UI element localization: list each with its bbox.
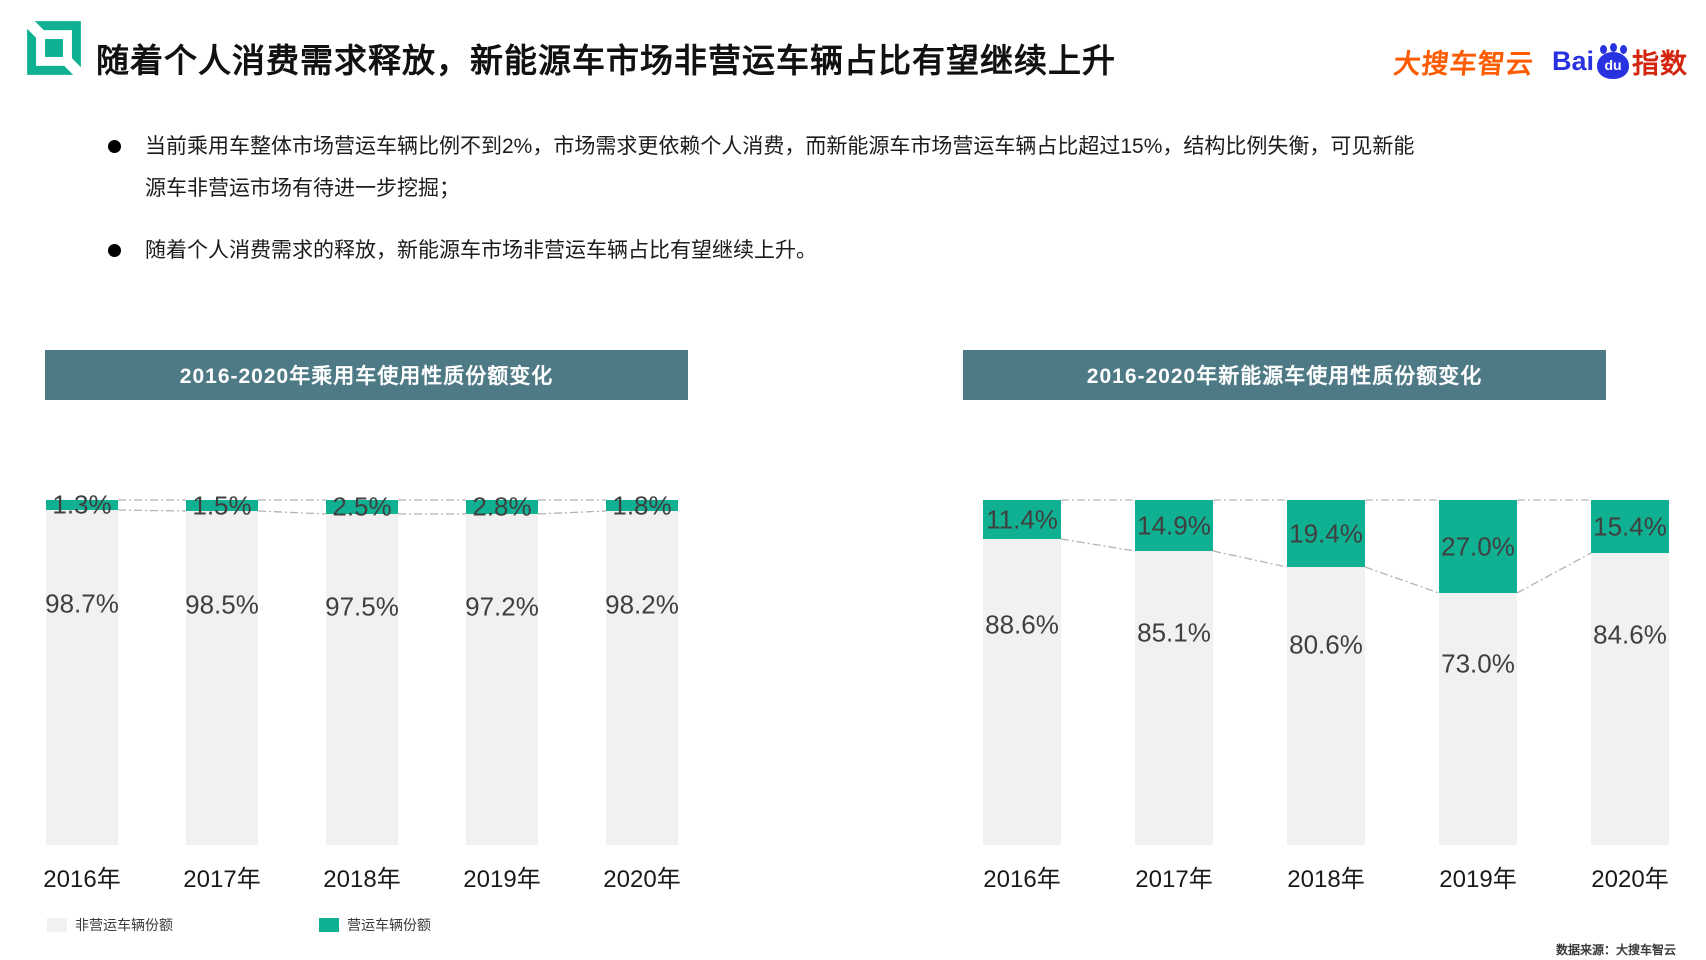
bar-segment-non-operating (1591, 553, 1669, 845)
baidu-bai-text: Bai (1551, 46, 1594, 76)
non-operating-share-value: 84.6% (1593, 619, 1667, 650)
bar-segment-operating (46, 500, 118, 510)
bar-segment-non-operating (1135, 551, 1213, 845)
operating-share-value: 1.3% (52, 489, 112, 520)
data-source-note: 数据来源：大搜车智云 (1555, 943, 1676, 957)
bullet-item: 随着个人消费需求的释放，新能源车市场非营运车辆占比有望继续上升。 (108, 230, 1438, 272)
right-chart-title: 2016-2020年新能源车使用性质份额变化 (963, 350, 1606, 400)
bullet-text: 当前乘用车整体市场营运车辆比例不到2%，市场需求更依赖个人消费，而新能源车市场营… (145, 135, 1415, 200)
operating-share-value: 2.8% (472, 491, 532, 522)
non-operating-share-value: 98.7% (45, 588, 119, 619)
non-operating-share-value: 80.6% (1289, 629, 1363, 660)
bullet-dot-icon (108, 140, 121, 153)
operating-share-value: 1.8% (612, 490, 672, 520)
bar-segment-operating (1287, 500, 1365, 567)
operating-share-value: 19.4% (1289, 518, 1363, 548)
x-axis-year-label: 2017年 (1135, 866, 1213, 893)
operating-share-value: 14.9% (1137, 510, 1211, 540)
bar-segment-non-operating (983, 539, 1061, 845)
operating-share-value: 2.5% (332, 491, 392, 522)
legend-label-operating: 营运车辆份额 (347, 917, 431, 933)
legend-swatch-operating (319, 918, 339, 932)
bar-segment-operating (466, 500, 538, 514)
dasouche-logo-icon (27, 21, 81, 75)
bar-segment-operating (1439, 500, 1517, 593)
x-axis-year-label: 2019年 (463, 866, 541, 893)
non-operating-share-value: 98.5% (185, 589, 259, 620)
operating-share-value: 27.0% (1441, 531, 1515, 561)
bar-segment-non-operating (326, 514, 398, 845)
bar-segment-non-operating (1439, 593, 1517, 845)
bullet-item: 当前乘用车整体市场营运车辆比例不到2%，市场需求更依赖个人消费，而新能源车市场营… (108, 126, 1438, 210)
bar-segment-non-operating (46, 510, 118, 845)
non-operating-share-value: 97.2% (465, 591, 539, 622)
baidu-paw-icon: du (1596, 42, 1630, 79)
non-operating-share-value: 88.6% (985, 609, 1059, 640)
x-axis-year-label: 2020年 (1591, 866, 1669, 893)
x-axis-year-label: 2020年 (603, 866, 681, 893)
bar-segment-operating (326, 500, 398, 514)
bullet-dot-icon (108, 244, 121, 257)
summary-bullets: 当前乘用车整体市场营运车辆比例不到2%，市场需求更依赖个人消费，而新能源车市场营… (108, 126, 1438, 292)
legend-label-non-operating: 非营运车辆份额 (75, 917, 173, 933)
bar-segment-non-operating (466, 514, 538, 845)
operating-share-value: 15.4% (1593, 511, 1667, 541)
bar-segment-operating (186, 500, 258, 511)
x-axis-year-label: 2016年 (983, 866, 1061, 893)
chart-legend: 非营运车辆份额 营运车辆份额 (47, 915, 431, 935)
brand-logos: 大搜车智云 Bai du 指数 (1392, 42, 1688, 81)
non-operating-share-value: 98.2% (605, 589, 679, 620)
non-operating-share-value: 85.1% (1137, 617, 1211, 648)
baidu-zhishu-text: 指数 (1632, 49, 1688, 79)
non-operating-share-value: 73.0% (1441, 648, 1515, 679)
left-chart-title: 2016-2020年乘用车使用性质份额变化 (45, 350, 688, 400)
dasouche-zhiyun-logo: 大搜车智云 (1392, 49, 1536, 79)
x-axis-year-label: 2018年 (1287, 866, 1365, 893)
bar-segment-non-operating (1287, 567, 1365, 845)
x-axis-year-label: 2019年 (1439, 866, 1517, 893)
x-axis-year-label: 2016年 (43, 866, 121, 893)
baidu-index-logo: Bai du 指数 (1552, 42, 1688, 81)
operating-share-value: 1.5% (192, 490, 252, 520)
bar-segment-operating (983, 500, 1061, 539)
bar-segment-operating (1135, 500, 1213, 551)
page-title: 随着个人消费需求释放，新能源车市场非营运车辆占比有望继续上升 (96, 42, 1116, 79)
non-operating-share-value: 97.5% (325, 591, 399, 622)
bar-segment-non-operating (606, 511, 678, 845)
bar-segment-operating (1591, 500, 1669, 553)
bar-segment-non-operating (186, 511, 258, 845)
x-axis-year-label: 2018年 (323, 866, 401, 893)
x-axis-year-label: 2017年 (183, 866, 261, 893)
bar-segment-operating (606, 500, 678, 511)
legend-swatch-non-operating (47, 918, 67, 932)
operating-share-value: 11.4% (986, 504, 1058, 534)
bullet-text: 随着个人消费需求的释放，新能源车市场非营运车辆占比有望继续上升。 (145, 239, 817, 262)
